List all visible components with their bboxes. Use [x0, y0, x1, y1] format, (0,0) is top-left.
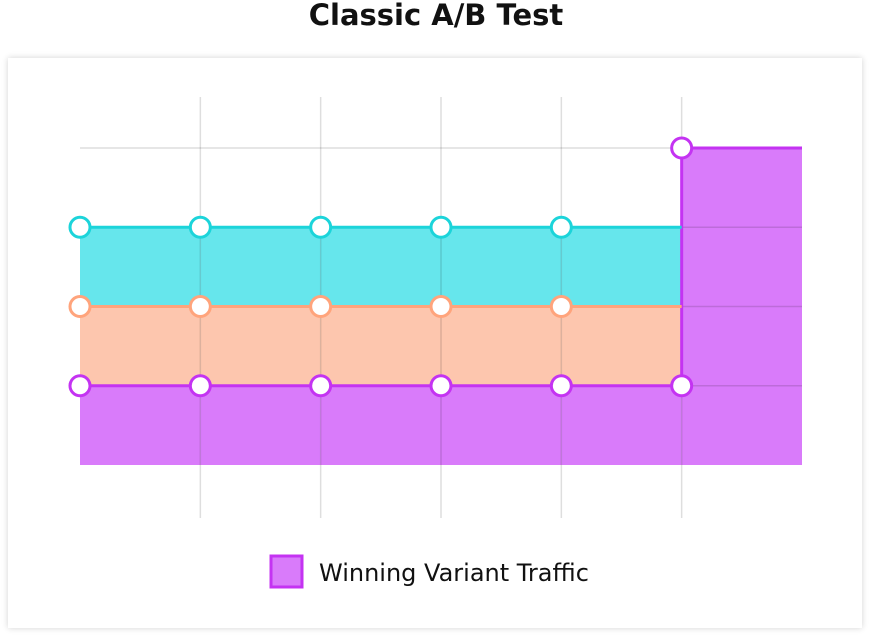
- area-segment: [561, 385, 682, 465]
- point-marker: [188, 374, 212, 398]
- area-segment: [80, 306, 201, 386]
- chart-title: Classic A/B Test: [309, 0, 564, 32]
- point-marker: [68, 295, 92, 318]
- point-marker: [188, 295, 212, 318]
- point-marker: [429, 295, 453, 318]
- area-segment: [681, 148, 802, 465]
- markers: [68, 136, 694, 398]
- area-segment: [441, 306, 562, 386]
- point-marker: [188, 215, 212, 239]
- point-marker: [670, 136, 694, 160]
- area-segment: [200, 227, 321, 307]
- legend-label: Winning Variant Traffic: [319, 559, 589, 587]
- point-marker: [429, 215, 453, 239]
- point-marker: [68, 374, 92, 398]
- point-marker: [549, 215, 573, 239]
- area-segment: [320, 306, 441, 386]
- point-marker: [309, 215, 333, 239]
- areas: [80, 148, 802, 465]
- area-segment: [200, 306, 321, 386]
- point-marker: [309, 295, 333, 318]
- area-segment: [441, 385, 562, 465]
- point-marker: [429, 374, 453, 398]
- area-segment: [80, 227, 201, 307]
- point-marker: [670, 374, 694, 398]
- area-segment: [320, 385, 441, 465]
- area-segment: [561, 306, 682, 386]
- area-segment: [80, 385, 201, 465]
- point-marker: [309, 374, 333, 398]
- area-segment: [200, 385, 321, 465]
- area-segment: [561, 227, 682, 307]
- area-segment: [320, 227, 441, 307]
- lines: [80, 146, 802, 388]
- point-marker: [549, 374, 573, 398]
- legend-swatch: [269, 554, 304, 589]
- point-marker: [68, 215, 92, 239]
- area-segment: [441, 227, 562, 307]
- point-marker: [549, 295, 573, 318]
